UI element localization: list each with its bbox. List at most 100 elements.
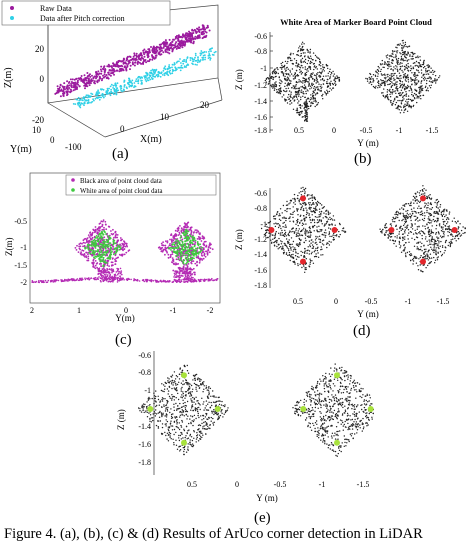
cloud-point bbox=[298, 87, 301, 89]
cloud-point bbox=[414, 73, 416, 75]
ground-point bbox=[82, 278, 84, 281]
white-area-point bbox=[181, 246, 184, 248]
cloud-point bbox=[300, 60, 302, 62]
cloud-point bbox=[369, 78, 371, 80]
cloud-point bbox=[309, 258, 311, 260]
cloud-point bbox=[320, 254, 322, 256]
cloud-point bbox=[370, 78, 372, 81]
cloud-point bbox=[287, 87, 290, 90]
black-area-point bbox=[83, 244, 86, 247]
cloud-point bbox=[310, 87, 313, 89]
white-area-point bbox=[89, 249, 92, 251]
cloud-point bbox=[289, 216, 291, 218]
pitch-point bbox=[197, 59, 200, 62]
cloud-point bbox=[263, 234, 266, 236]
black-area-point bbox=[82, 245, 84, 248]
cloud-point bbox=[414, 78, 417, 80]
cloud-point bbox=[403, 69, 406, 71]
cloud-point bbox=[407, 53, 409, 55]
ground-point bbox=[183, 281, 185, 283]
cloud-point bbox=[297, 218, 299, 221]
cloud-point bbox=[413, 79, 415, 81]
panel-c-xtick: 1 bbox=[77, 306, 81, 315]
cloud-point bbox=[421, 89, 424, 92]
pitch-point bbox=[116, 87, 119, 90]
stand-point bbox=[187, 279, 189, 281]
ground-point bbox=[150, 280, 153, 283]
white-area-point bbox=[100, 243, 102, 246]
raw-point bbox=[164, 49, 167, 52]
cloud-point bbox=[331, 235, 333, 238]
panel-d-cloud bbox=[260, 185, 466, 273]
raw-point bbox=[108, 73, 110, 76]
cloud-point bbox=[333, 232, 335, 235]
ground-point bbox=[212, 279, 214, 282]
raw-point bbox=[91, 74, 93, 77]
cloud-point bbox=[317, 221, 320, 223]
cloud-point bbox=[397, 60, 399, 62]
black-area-point bbox=[112, 257, 114, 260]
stand-point bbox=[184, 267, 187, 269]
black-area-point bbox=[88, 236, 91, 238]
raw-point bbox=[59, 95, 62, 98]
cloud-point bbox=[290, 199, 293, 202]
ground-point bbox=[205, 278, 208, 281]
black-area-point bbox=[167, 256, 170, 259]
white-area-point bbox=[170, 249, 172, 251]
black-area-point bbox=[107, 247, 110, 250]
panel-a-xlabel: X(m) bbox=[140, 134, 162, 145]
stand-point bbox=[106, 271, 108, 274]
cloud-point bbox=[309, 245, 311, 248]
stand-point bbox=[112, 270, 115, 273]
cloud-point bbox=[305, 92, 307, 95]
cloud-point bbox=[297, 264, 299, 267]
white-area-point bbox=[100, 234, 102, 236]
black-area-point bbox=[104, 223, 107, 226]
cloud-point bbox=[389, 80, 392, 83]
raw-point bbox=[189, 34, 192, 37]
cloud-point bbox=[312, 225, 314, 228]
raw-point bbox=[56, 85, 59, 88]
cloud-point bbox=[414, 62, 416, 64]
cloud-point bbox=[289, 220, 291, 222]
cloud-point bbox=[302, 77, 304, 79]
cloud-point bbox=[294, 261, 296, 264]
cloud-point bbox=[378, 82, 380, 85]
panel-b-title: White Area of Marker Board Point Cloud bbox=[280, 17, 432, 27]
cloud-point bbox=[299, 263, 301, 265]
cloud-point bbox=[393, 77, 395, 79]
cloud-point bbox=[381, 63, 383, 65]
raw-point bbox=[58, 86, 61, 89]
stand-point bbox=[116, 281, 119, 283]
cloud-point bbox=[396, 81, 398, 83]
raw-point bbox=[190, 39, 193, 42]
raw-point bbox=[86, 85, 89, 88]
cloud-point bbox=[304, 58, 307, 61]
raw-point bbox=[205, 26, 208, 29]
cloud-point bbox=[338, 78, 340, 81]
cloud-point bbox=[306, 209, 308, 211]
cloud-point bbox=[286, 240, 289, 243]
black-area-point bbox=[189, 226, 192, 229]
black-area-point bbox=[85, 238, 88, 241]
black-area-point bbox=[173, 263, 176, 266]
cloud-point bbox=[297, 194, 299, 197]
pitch-point bbox=[180, 66, 183, 69]
cloud-point bbox=[290, 54, 292, 56]
cloud-point bbox=[300, 86, 302, 88]
stand-point bbox=[193, 273, 196, 276]
cloud-point bbox=[421, 76, 423, 79]
white-area-point bbox=[94, 251, 96, 254]
cloud-point bbox=[407, 86, 409, 88]
white-area-point bbox=[96, 255, 99, 257]
cloud-point bbox=[376, 78, 378, 80]
black-area-point bbox=[175, 258, 178, 261]
cloud-point bbox=[396, 75, 398, 77]
stand-point bbox=[107, 274, 109, 276]
black-area-point bbox=[123, 253, 126, 256]
cloud-point bbox=[284, 233, 286, 235]
black-area-point bbox=[87, 253, 89, 256]
cloud-point bbox=[292, 253, 294, 256]
raw-point bbox=[200, 31, 203, 34]
raw-point bbox=[62, 94, 65, 97]
